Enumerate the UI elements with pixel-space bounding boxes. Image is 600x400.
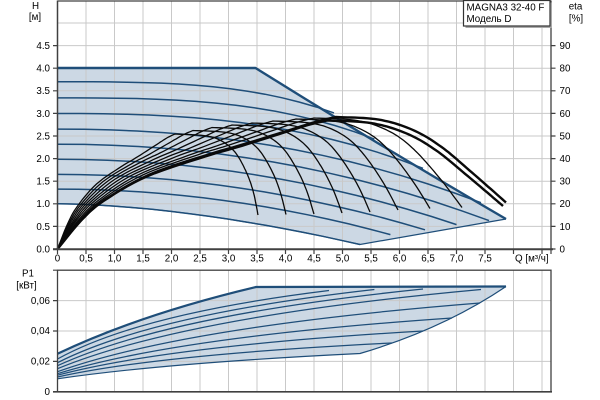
- svg-text:3.0: 3.0: [36, 109, 50, 120]
- svg-text:6,0: 6,0: [393, 254, 407, 265]
- svg-text:10: 10: [560, 222, 571, 233]
- svg-text:2.0: 2.0: [36, 154, 50, 165]
- svg-text:H: H: [32, 1, 39, 12]
- svg-text:Q [м³/ч]: Q [м³/ч]: [515, 254, 549, 265]
- svg-text:1,5: 1,5: [136, 254, 150, 265]
- svg-text:4,5: 4,5: [307, 254, 321, 265]
- svg-text:7,5: 7,5: [478, 254, 492, 265]
- svg-text:eta: eta: [569, 2, 583, 13]
- svg-text:P1: P1: [22, 269, 34, 280]
- svg-text:1.0: 1.0: [36, 199, 50, 210]
- svg-text:1.5: 1.5: [36, 177, 50, 188]
- svg-text:[кВт]: [кВт]: [16, 281, 37, 292]
- svg-text:2.5: 2.5: [36, 131, 50, 142]
- svg-text:1,0: 1,0: [108, 254, 122, 265]
- svg-text:4,0: 4,0: [279, 254, 293, 265]
- svg-text:60: 60: [560, 109, 571, 120]
- svg-text:MAGNA3 32-40 F: MAGNA3 32-40 F: [467, 2, 545, 13]
- svg-text:20: 20: [560, 199, 571, 210]
- svg-text:0,5: 0,5: [79, 254, 93, 265]
- svg-text:80: 80: [560, 64, 571, 75]
- svg-text:0.0: 0.0: [36, 244, 50, 255]
- svg-text:40: 40: [560, 154, 571, 165]
- svg-text:0: 0: [45, 387, 51, 398]
- svg-text:7,0: 7,0: [450, 254, 464, 265]
- svg-text:2,0: 2,0: [165, 254, 179, 265]
- svg-text:6,5: 6,5: [421, 254, 435, 265]
- svg-text:3,5: 3,5: [250, 254, 264, 265]
- svg-text:0: 0: [560, 244, 566, 255]
- svg-text:70: 70: [560, 86, 571, 97]
- svg-text:0: 0: [55, 254, 61, 265]
- svg-text:[%]: [%]: [569, 14, 583, 25]
- svg-text:0.5: 0.5: [36, 222, 50, 233]
- svg-text:0,04: 0,04: [31, 326, 51, 337]
- svg-text:50: 50: [560, 131, 571, 142]
- svg-text:4.5: 4.5: [36, 41, 50, 52]
- svg-text:5,5: 5,5: [364, 254, 378, 265]
- svg-text:4.0: 4.0: [36, 64, 50, 75]
- svg-text:Модель D: Модель D: [467, 14, 512, 25]
- svg-text:90: 90: [560, 41, 571, 52]
- svg-text:5,0: 5,0: [336, 254, 350, 265]
- svg-text:30: 30: [560, 177, 571, 188]
- svg-text:[м]: [м]: [29, 12, 41, 23]
- svg-text:3.5: 3.5: [36, 86, 50, 97]
- svg-text:0,06: 0,06: [31, 296, 51, 307]
- svg-text:0,02: 0,02: [31, 357, 50, 368]
- svg-text:2,5: 2,5: [193, 254, 207, 265]
- svg-text:3,0: 3,0: [222, 254, 236, 265]
